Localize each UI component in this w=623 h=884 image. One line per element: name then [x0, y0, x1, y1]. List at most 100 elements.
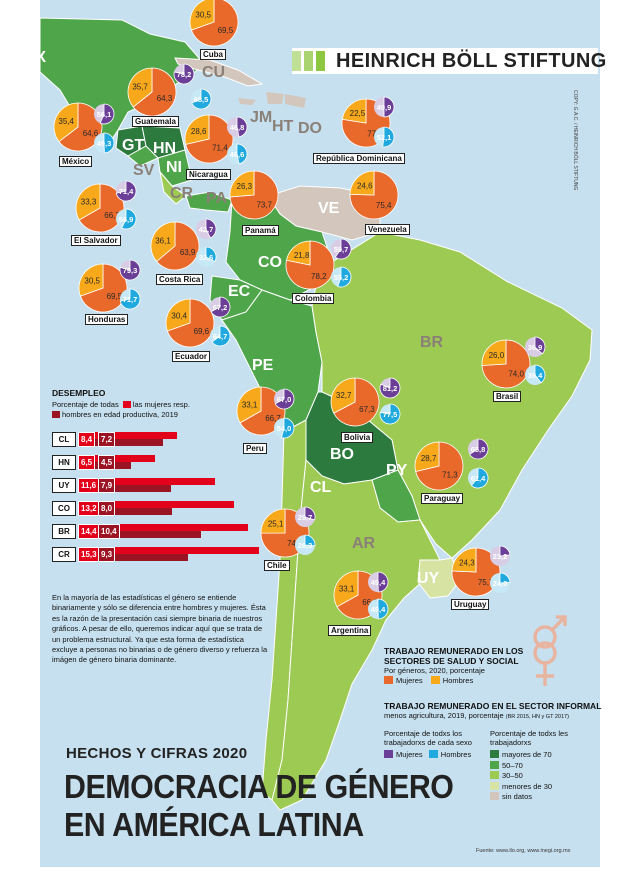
pie-label-mujeres: 66,9 [362, 598, 378, 607]
country-ht-shape [266, 92, 284, 104]
category-swatch [490, 781, 499, 790]
informal-slice-hombres [103, 132, 115, 154]
informal-label-hombres: 56,9 [119, 215, 134, 224]
pie-slice-hombres [189, 0, 215, 31]
informal-legend-mujeres: Mujeres [396, 750, 423, 759]
pie-label-hombres: 35,4 [58, 117, 74, 126]
informal-slice-hombres [377, 598, 389, 620]
pie-slice-hombres [341, 98, 367, 124]
pie-slice-mujeres [132, 67, 177, 117]
country-name-argentina: Argentina [328, 625, 372, 636]
unemployment-row: HN 6,5 4,5 [52, 455, 252, 471]
pie-slice-hombres [330, 377, 356, 414]
informal-slice-mujeres [377, 571, 389, 593]
pie-slice-hombres [349, 170, 375, 196]
informal-label-hombres: 71,7 [123, 295, 138, 304]
informal-slice-mujeres [383, 96, 395, 118]
unemployment-country-code: UY [52, 478, 76, 493]
pie-label-hombres: 32,7 [336, 391, 352, 400]
country-label-ni: NI [166, 159, 182, 176]
country-label-cu: CU [202, 64, 225, 81]
informal-slice-hombres [304, 534, 316, 547]
country-label-jm: JM [250, 109, 272, 126]
informal-label-mujeres: 36,9 [528, 343, 543, 352]
unemployment-bar-mujeres [78, 547, 259, 554]
gender-note: En la mayoría de las estadísticas el gén… [52, 593, 268, 665]
unemployment-row: BR 14,4 10,4 [52, 524, 252, 540]
gender-symbol-icon [533, 615, 567, 686]
health-title-line2: SECTORES DE SALUD Y SOCIAL [384, 656, 519, 666]
unemployment-bar-hombres [78, 508, 173, 515]
page-title-line1: DEMOCRACIA DE GÉNERO [64, 768, 454, 805]
unemployment-legend-men: hombres en edad productiva, 2019 [62, 410, 178, 419]
unemployment-value-mujeres: 6,5 [78, 455, 96, 470]
country-label-ar: AR [352, 535, 376, 552]
pie-slice-mujeres [349, 170, 399, 220]
pie-label-hombres: 26,0 [489, 351, 505, 360]
pie-slice-hombres [286, 240, 311, 266]
informal-label-mujeres: 79,3 [123, 266, 138, 275]
informal-legend-by-sex: Porcentaje de todxs los trabajadorxs de … [384, 729, 489, 759]
informal-slice-hombres [236, 143, 248, 165]
country-label-bo: BO [330, 446, 354, 463]
informal-label-hombres: 49,4 [371, 605, 386, 614]
informal-slice-hombres [121, 208, 137, 230]
unemployment-country-code: CL [52, 432, 76, 447]
pie-label-mujeres: 74,0 [508, 370, 524, 379]
informal-label-mujeres: 46,8 [230, 123, 245, 132]
informal-legend-subtitle: menos agricultura, 2019, porcentaje (BR … [384, 711, 599, 722]
pie-label-mujeres: 69,5 [107, 292, 123, 301]
category-label: sin datos [502, 792, 533, 801]
health-legend-subtitle: Por géneros, 2020, porcentaje [384, 666, 485, 675]
informal-label-hombres: 55,2 [334, 273, 349, 282]
pie-label-hombres: 21,8 [294, 251, 310, 260]
country-name-peru: Peru [243, 443, 267, 454]
category-label: mayores de 70 [502, 750, 552, 759]
country-label-pe: PE [252, 357, 274, 374]
unemployment-bar-hombres [78, 439, 163, 446]
country-name-panama: Panamá [242, 225, 279, 236]
health-legend-title: TRABAJO REMUNERADO EN LOS SECTORES DE SA… [384, 646, 594, 666]
category-item: menores de 30 [490, 781, 600, 793]
country-label-mx: MX [22, 49, 46, 66]
pie-label-mujeres: 66,7 [104, 211, 120, 220]
country-label-br: BR [420, 334, 444, 351]
informal-label-hombres: 54,0 [277, 424, 292, 433]
country-label-gt: GT [122, 137, 144, 154]
informal-label-hombres: 61,4 [471, 474, 486, 483]
country-name-paraguay: Paraguay [421, 493, 464, 504]
country-ni-shape [157, 149, 193, 187]
unemployment-country-code: CO [52, 501, 76, 516]
informal-slice-hombres [211, 325, 231, 347]
category-item: 50–70 [490, 760, 600, 772]
pie-slice-hombres [150, 221, 176, 262]
country-name-costa-rica: Costa Rica [156, 274, 204, 285]
unemployment-value-mujeres: 8,4 [78, 432, 96, 447]
pie-label-hombres: 33,1 [339, 584, 355, 593]
unemployment-bar-mujeres [78, 478, 215, 485]
category-item: mayores de 70 [490, 750, 600, 761]
country-label-pa: PA [206, 190, 227, 207]
informal-slice-mujeres [99, 103, 115, 125]
informal-label-mujeres: 59,7 [334, 245, 349, 254]
pie-label-hombres: 33,1 [242, 400, 258, 409]
category-label: menores de 30 [502, 781, 553, 791]
country-label-cl: CL [310, 479, 332, 496]
pie-slice-hombres [260, 508, 286, 534]
informal-subtitle-small: (BR 2015, HN y GT 2017) [505, 714, 569, 720]
pie-label-mujeres: 69,5 [218, 26, 234, 35]
pie-slice-hombres [53, 102, 79, 143]
unemployment-legend-women: las mujeres resp. [132, 400, 190, 409]
informal-slice-mujeres [173, 63, 195, 85]
pie-label-hombres: 26,3 [237, 182, 253, 191]
unemployment-row: UY 11,6 7,9 [52, 478, 252, 494]
informal-slice-mujeres [534, 336, 546, 355]
informal-slice-mujeres [334, 238, 352, 260]
unemployment-value-hombres: 10,4 [98, 524, 120, 539]
country-name-el-salvador: El Salvador [71, 235, 121, 246]
category-item: sin datos [490, 792, 600, 803]
country-cr-shape [159, 170, 187, 205]
pie-label-mujeres: 78,2 [311, 272, 327, 281]
country-label-do: DO [298, 120, 322, 137]
informal-label-mujeres: 42,7 [199, 225, 214, 234]
